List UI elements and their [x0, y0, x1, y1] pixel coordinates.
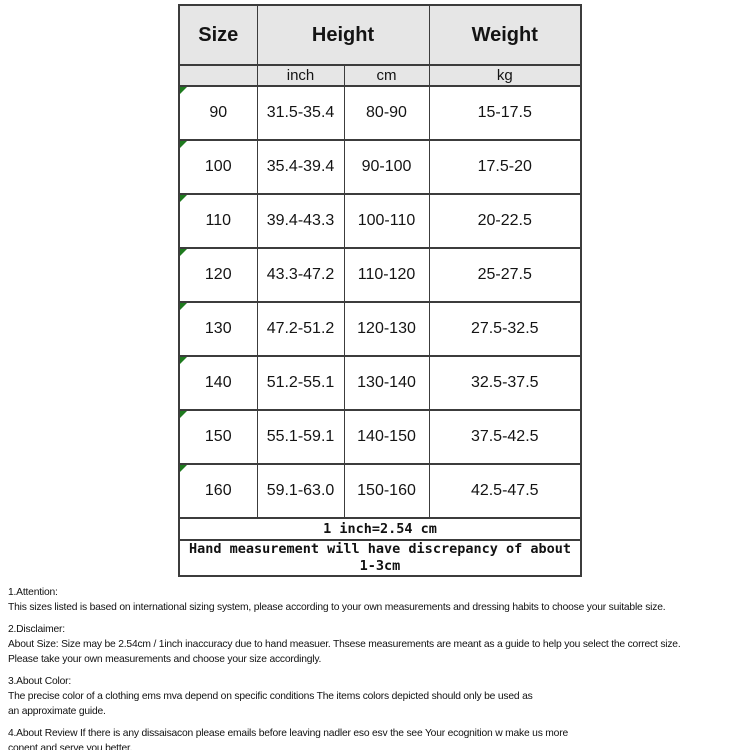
unit-header-row: inch cm kg — [178, 64, 582, 87]
table-row: 150 55.1-59.1 140-150 37.5-42.5 — [178, 409, 582, 465]
cell-flag-icon — [180, 142, 187, 148]
note-disclaimer-body: About Size: Size may be 2.54cm / 1inch i… — [8, 639, 681, 665]
size-value: 90 — [209, 104, 228, 121]
size-cell: 130 — [178, 301, 258, 357]
size-cell: 120 — [178, 247, 258, 303]
cell-flag-icon — [180, 196, 187, 202]
table-row: 160 59.1-63.0 150-160 42.5-47.5 — [178, 463, 582, 519]
note-about-color-title: 3.About Color: — [8, 676, 72, 687]
table-row: 90 31.5-35.4 80-90 15-17.5 — [178, 85, 582, 141]
inch-value: 47.2-51.2 — [256, 301, 345, 357]
inch-value: 59.1-63.0 — [256, 463, 345, 519]
note-about-color: 3.About Color: The precise color of a cl… — [8, 674, 750, 719]
measurement-note: Hand measurement will have discrepancy o… — [178, 539, 582, 577]
cm-value: 80-90 — [343, 85, 430, 141]
notes-section: 1.Attention: This sizes listed is based … — [8, 585, 750, 750]
empty-unit-cell — [178, 64, 258, 87]
note-about-color-body: The precise color of a clothing ems mva … — [8, 691, 533, 717]
size-cell: 90 — [178, 85, 258, 141]
size-cell: 100 — [178, 139, 258, 195]
table-row: 120 43.3-47.2 110-120 25-27.5 — [178, 247, 582, 303]
conversion-note: 1 inch=2.54 cm — [178, 517, 582, 541]
table-row: 140 51.2-55.1 130-140 32.5-37.5 — [178, 355, 582, 411]
size-cell: 140 — [178, 355, 258, 411]
header-row: Size Height Weight — [178, 4, 582, 66]
size-value: 120 — [204, 266, 232, 283]
cm-value: 100-110 — [343, 193, 430, 249]
cm-value: 120-130 — [343, 301, 430, 357]
inch-value: 55.1-59.1 — [256, 409, 345, 465]
cell-flag-icon — [180, 250, 187, 256]
cm-value: 110-120 — [343, 247, 430, 303]
size-value: 130 — [204, 320, 232, 337]
cell-flag-icon — [180, 466, 187, 472]
kg-value: 42.5-47.5 — [428, 463, 582, 519]
kg-value: 15-17.5 — [428, 85, 582, 141]
size-value: 140 — [204, 374, 232, 391]
conversion-note-row: 1 inch=2.54 cm — [178, 517, 582, 541]
inch-value: 39.4-43.3 — [256, 193, 345, 249]
note-disclaimer: 2.Disclaimer: About Size: Size may be 2.… — [8, 622, 750, 667]
size-cell: 160 — [178, 463, 258, 519]
kg-value: 27.5-32.5 — [428, 301, 582, 357]
kg-value: 32.5-37.5 — [428, 355, 582, 411]
cm-value: 130-140 — [343, 355, 430, 411]
measurement-note-row: Hand measurement will have discrepancy o… — [178, 539, 582, 577]
note-about-review: 4.About Review If there is any dissaisac… — [8, 726, 750, 750]
cm-value: 90-100 — [343, 139, 430, 195]
table-row: 130 47.2-51.2 120-130 27.5-32.5 — [178, 301, 582, 357]
size-column-header: Size — [178, 4, 258, 66]
size-chart-table: Size Height Weight inch cm kg 90 31.5-35… — [178, 4, 582, 577]
cm-unit-header: cm — [343, 64, 430, 87]
kg-value: 25-27.5 — [428, 247, 582, 303]
table-row: 110 39.4-43.3 100-110 20-22.5 — [178, 193, 582, 249]
inch-value: 43.3-47.2 — [256, 247, 345, 303]
kg-unit-header: kg — [428, 64, 582, 87]
inch-unit-header: inch — [256, 64, 345, 87]
inch-value: 35.4-39.4 — [256, 139, 345, 195]
note-disclaimer-title: 2.Disclaimer: — [8, 624, 65, 635]
inch-value: 31.5-35.4 — [256, 85, 345, 141]
note-about-review-body: 4.About Review If there is any dissaisac… — [8, 728, 568, 750]
kg-value: 20-22.5 — [428, 193, 582, 249]
cell-flag-icon — [180, 412, 187, 418]
note-attention: 1.Attention: This sizes listed is based … — [8, 585, 750, 615]
size-value: 160 — [204, 482, 232, 499]
kg-value: 17.5-20 — [428, 139, 582, 195]
note-attention-body: This sizes listed is based on internatio… — [8, 602, 666, 613]
size-cell: 150 — [178, 409, 258, 465]
weight-column-header: Weight — [428, 4, 582, 66]
cell-flag-icon — [180, 304, 187, 310]
note-attention-title: 1.Attention: — [8, 587, 58, 598]
inch-value: 51.2-55.1 — [256, 355, 345, 411]
size-value: 150 — [204, 428, 232, 445]
cell-flag-icon — [180, 358, 187, 364]
cm-value: 140-150 — [343, 409, 430, 465]
cell-flag-icon — [180, 88, 187, 94]
size-value: 100 — [204, 158, 232, 175]
cm-value: 150-160 — [343, 463, 430, 519]
size-value: 110 — [205, 212, 231, 229]
size-cell: 110 — [178, 193, 258, 249]
table-row: 100 35.4-39.4 90-100 17.5-20 — [178, 139, 582, 195]
height-column-header: Height — [256, 4, 430, 66]
kg-value: 37.5-42.5 — [428, 409, 582, 465]
